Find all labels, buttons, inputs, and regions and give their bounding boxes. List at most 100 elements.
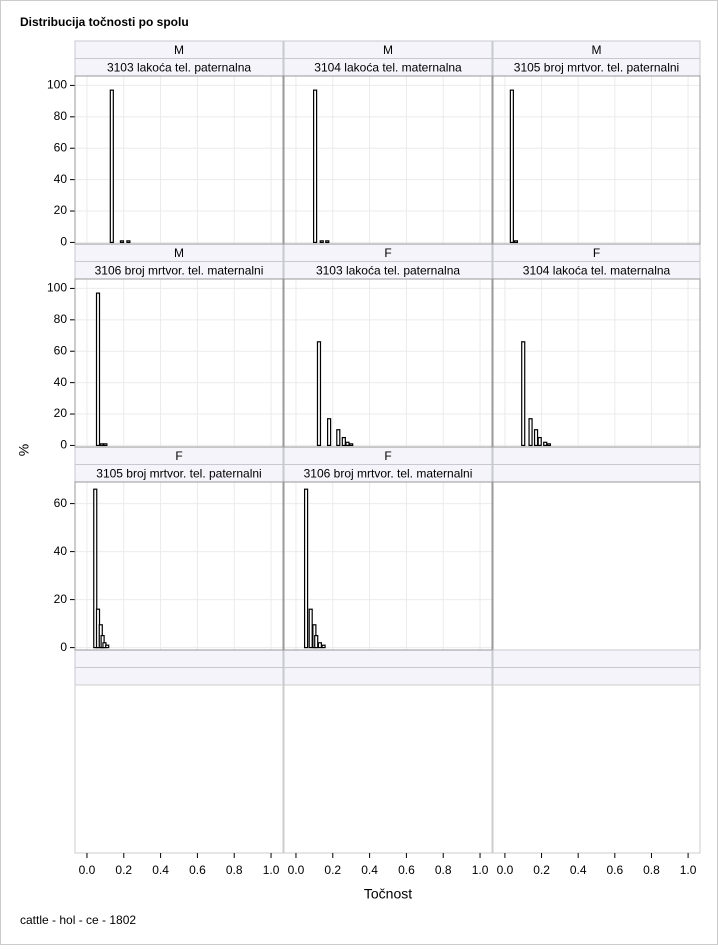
panel-frame bbox=[74, 684, 284, 854]
y-tick-label: 40 bbox=[54, 544, 68, 558]
panel-frame bbox=[283, 75, 493, 245]
header-strip bbox=[492, 446, 701, 465]
histogram-bar bbox=[533, 429, 539, 447]
y-tick-label: 0 bbox=[60, 640, 67, 654]
histogram-bar bbox=[513, 240, 518, 244]
histogram-bar bbox=[341, 436, 346, 447]
panel-frame bbox=[74, 278, 284, 448]
y-tick-label: 60 bbox=[54, 496, 68, 510]
histogram-bar bbox=[321, 644, 326, 649]
x-tick-label: 1.0 bbox=[472, 863, 489, 877]
panel-frame bbox=[492, 75, 701, 245]
panel-trait: 3105 broj mrtvor. tel. paternalni bbox=[96, 466, 261, 480]
histogram-bar bbox=[103, 443, 108, 447]
header-strip bbox=[492, 464, 701, 483]
histogram-bar bbox=[95, 292, 101, 447]
panel-trait: 3104 lakoća tel. maternalna bbox=[314, 60, 462, 74]
y-tick-label: 40 bbox=[54, 172, 68, 186]
y-tick-label: 20 bbox=[54, 203, 68, 217]
histogram-bar bbox=[326, 418, 332, 447]
histogram-bar bbox=[546, 443, 551, 447]
header-strip bbox=[492, 649, 701, 668]
x-tick-label: 0.8 bbox=[643, 863, 660, 877]
y-tick-label: 100 bbox=[47, 281, 67, 295]
panel-trait: 3103 lakoća tel. paternalna bbox=[316, 263, 460, 277]
x-tick-label: 0.4 bbox=[152, 863, 169, 877]
header-strip bbox=[283, 667, 493, 686]
y-tick-label: 60 bbox=[54, 343, 68, 357]
x-tick-label: 1.0 bbox=[680, 863, 697, 877]
panel-sex: F bbox=[384, 246, 391, 260]
y-tick-label: 80 bbox=[54, 109, 68, 123]
panel-frame bbox=[283, 278, 493, 448]
x-axis-label: Točnost bbox=[364, 886, 412, 902]
histogram-bar bbox=[317, 642, 322, 649]
x-tick-label: 0.0 bbox=[288, 863, 305, 877]
histogram-bar bbox=[93, 488, 98, 649]
x-tick-label: 0.2 bbox=[533, 863, 550, 877]
histogram-bar bbox=[336, 429, 341, 447]
y-tick-label: 0 bbox=[60, 235, 67, 249]
header-strip bbox=[283, 649, 493, 668]
panel-sex: M bbox=[174, 246, 184, 260]
histogram-bar bbox=[99, 443, 104, 447]
panel-sex: F bbox=[593, 246, 600, 260]
panel-frame bbox=[492, 684, 701, 854]
y-tick-label: 0 bbox=[60, 438, 67, 452]
panel-sex: M bbox=[383, 43, 393, 57]
panel-frame bbox=[492, 278, 701, 448]
histogram-bar bbox=[319, 240, 324, 244]
histogram-bar bbox=[126, 240, 131, 244]
panel-frame bbox=[492, 481, 701, 651]
histogram-bar bbox=[313, 89, 318, 244]
histogram-bar bbox=[308, 608, 313, 649]
histogram-bar bbox=[528, 418, 533, 447]
x-tick-label: 0.6 bbox=[398, 863, 415, 877]
panel-frame bbox=[74, 75, 284, 245]
panel-sex: F bbox=[384, 449, 391, 463]
histogram-bar bbox=[537, 436, 542, 447]
panel-frame bbox=[492, 75, 701, 245]
y-tick-label: 20 bbox=[54, 592, 68, 606]
panel-frame bbox=[74, 75, 284, 245]
histogram-bar bbox=[303, 488, 309, 649]
histogram-bar bbox=[314, 634, 319, 649]
panel-sex: M bbox=[592, 43, 602, 57]
y-tick-label: 80 bbox=[54, 312, 68, 326]
header-strip bbox=[492, 667, 701, 686]
panel-frame bbox=[283, 278, 493, 448]
panel-trait: 3104 lakoća tel. maternalna bbox=[523, 263, 671, 277]
histogram-bar bbox=[316, 341, 322, 447]
panel-frame bbox=[283, 75, 493, 245]
panel-frame bbox=[74, 481, 284, 651]
x-tick-label: 0.2 bbox=[324, 863, 341, 877]
chart-title: Distribucija točnosti po spolu bbox=[20, 15, 189, 29]
panel-frame bbox=[74, 278, 284, 448]
panel-trait: 3106 broj mrtvor. tel. maternalni bbox=[95, 263, 264, 277]
footnote: cattle - hol - ce - 1802 bbox=[20, 913, 136, 927]
histogram-bar bbox=[119, 240, 125, 244]
histogram-bar bbox=[521, 341, 526, 447]
x-tick-label: 0.6 bbox=[189, 863, 206, 877]
y-tick-label: 100 bbox=[47, 78, 67, 92]
header-strip bbox=[74, 649, 284, 668]
x-tick-label: 0.4 bbox=[361, 863, 378, 877]
y-axis-label: % bbox=[16, 444, 32, 456]
x-tick-label: 0.6 bbox=[606, 863, 623, 877]
panel-sex: F bbox=[175, 449, 182, 463]
y-tick-label: 40 bbox=[54, 375, 68, 389]
panel-frame bbox=[283, 481, 493, 651]
y-tick-label: 60 bbox=[54, 140, 68, 154]
panel-trait: 3103 lakoća tel. paternalna bbox=[107, 60, 251, 74]
panel-frame bbox=[283, 481, 493, 651]
x-tick-label: 1.0 bbox=[263, 863, 280, 877]
panel-frame bbox=[74, 481, 284, 651]
x-tick-label: 0.8 bbox=[435, 863, 452, 877]
x-tick-label: 0.8 bbox=[226, 863, 243, 877]
panel-trait: 3106 broj mrtvor. tel. maternalni bbox=[304, 466, 473, 480]
x-tick-label: 0.4 bbox=[570, 863, 587, 877]
x-tick-label: 0.0 bbox=[79, 863, 96, 877]
x-tick-label: 0.2 bbox=[115, 863, 132, 877]
panel-frame bbox=[283, 684, 493, 854]
